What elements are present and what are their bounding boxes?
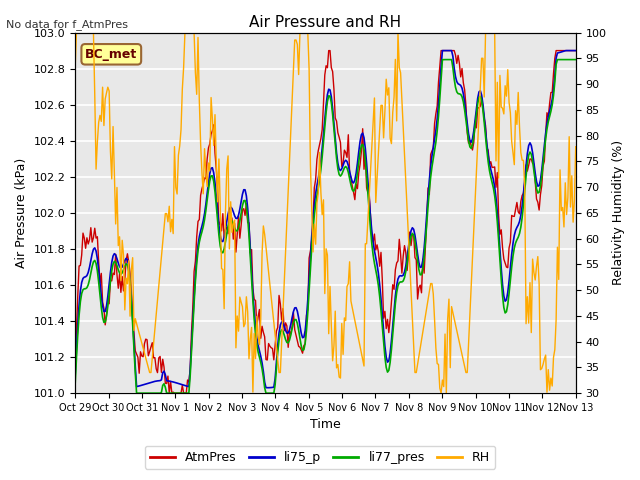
Text: BC_met: BC_met [85, 48, 138, 61]
Title: Air Pressure and RH: Air Pressure and RH [250, 15, 401, 30]
Legend: AtmPres, li75_p, li77_pres, RH: AtmPres, li75_p, li77_pres, RH [145, 446, 495, 469]
X-axis label: Time: Time [310, 419, 341, 432]
Y-axis label: Air Pressure (kPa): Air Pressure (kPa) [15, 158, 28, 268]
Text: No data for f_AtmPres: No data for f_AtmPres [6, 19, 129, 30]
Y-axis label: Relativity Humidity (%): Relativity Humidity (%) [612, 140, 625, 286]
